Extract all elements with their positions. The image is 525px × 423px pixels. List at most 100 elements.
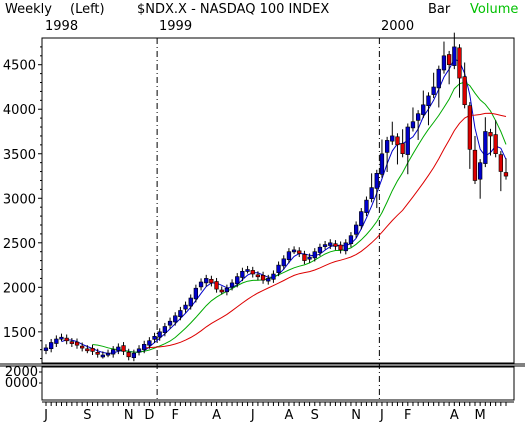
candle <box>312 248 317 262</box>
candle-body <box>219 289 224 293</box>
candle <box>250 266 255 278</box>
candle <box>390 121 395 145</box>
candle-body <box>162 326 168 333</box>
candle-body <box>240 270 245 278</box>
candle <box>198 278 204 291</box>
candle-body <box>395 136 400 146</box>
candle-body <box>131 352 137 359</box>
ma-long-line <box>144 112 507 349</box>
candle <box>415 110 421 140</box>
candle-body <box>415 113 421 121</box>
candle-body <box>224 287 230 293</box>
chart-frame <box>0 37 525 403</box>
candle <box>436 65 441 108</box>
candle-body <box>291 249 297 253</box>
candle <box>338 241 343 254</box>
candle-body <box>503 172 509 177</box>
candle <box>126 348 131 361</box>
year-label-2000: 2000 <box>381 19 415 34</box>
candle-body <box>116 346 121 351</box>
candle-body <box>410 121 416 129</box>
candle-body <box>250 270 255 275</box>
candle-body <box>121 345 126 352</box>
candle <box>369 173 374 203</box>
candle <box>240 267 245 282</box>
volume-panel-border <box>41 366 515 401</box>
x-month-label: F <box>404 408 411 423</box>
candle <box>121 342 126 355</box>
candle-body <box>90 347 95 352</box>
candle-body <box>64 337 69 342</box>
candle <box>431 72 436 99</box>
candle-body <box>54 338 59 344</box>
candle-body <box>333 243 338 247</box>
candle <box>131 349 137 362</box>
candle-body <box>80 345 85 349</box>
candle-body <box>483 131 488 164</box>
candle-body <box>286 251 292 260</box>
candle <box>281 255 286 270</box>
candle-body <box>467 105 473 150</box>
candle <box>426 92 431 126</box>
candle <box>503 158 509 180</box>
candle <box>54 335 59 347</box>
candle <box>441 41 447 74</box>
candle <box>105 349 111 358</box>
candle-body <box>374 173 379 189</box>
chart-title: $NDX.X - NASDAQ 100 INDEX <box>137 2 330 17</box>
candle-body <box>426 95 431 107</box>
x-month-label: M <box>475 408 486 423</box>
candle <box>147 337 152 349</box>
candle <box>472 135 478 185</box>
candle <box>457 44 462 98</box>
candle <box>359 208 364 230</box>
candle-body <box>281 258 286 267</box>
x-month-label: J <box>379 408 384 423</box>
candle-body <box>446 54 452 65</box>
candle <box>477 159 483 199</box>
candle <box>80 342 85 352</box>
candle-body <box>462 76 467 105</box>
ma-short-line <box>61 58 507 354</box>
candle-body <box>452 46 457 66</box>
candle-body <box>167 320 173 326</box>
candle <box>209 275 214 287</box>
candle <box>111 346 116 358</box>
candle-body <box>188 297 193 307</box>
candle-body <box>178 310 183 317</box>
candle-body <box>384 140 390 153</box>
candle-body <box>59 336 64 340</box>
candle <box>85 345 90 354</box>
candle-body <box>152 335 157 340</box>
candle-body <box>255 274 261 278</box>
candle-body <box>69 341 75 344</box>
candle-body <box>359 211 364 227</box>
candle-body <box>307 256 312 260</box>
candle-body <box>198 281 204 288</box>
moving-averages <box>61 58 507 354</box>
candle <box>493 120 498 158</box>
candle-body <box>348 235 354 244</box>
candle <box>400 129 405 158</box>
candle <box>162 322 168 337</box>
candle-body <box>400 143 405 154</box>
candle-body <box>488 132 493 137</box>
candle <box>271 270 276 283</box>
candle <box>157 328 162 341</box>
x-month-label: A <box>450 408 459 423</box>
candle <box>74 338 80 349</box>
candle <box>266 274 271 285</box>
y-tick-label: 2000 <box>3 281 36 296</box>
candle <box>204 274 209 287</box>
candle <box>317 243 323 257</box>
axis-side-label: (Left) <box>70 2 105 17</box>
candle <box>193 284 199 303</box>
candle-body <box>379 153 385 175</box>
candle-body <box>297 250 302 254</box>
candle-body <box>322 244 328 247</box>
candle-body <box>405 126 410 155</box>
x-month-label: N <box>124 408 134 423</box>
candle <box>307 253 312 263</box>
x-month-label: J <box>250 408 255 423</box>
